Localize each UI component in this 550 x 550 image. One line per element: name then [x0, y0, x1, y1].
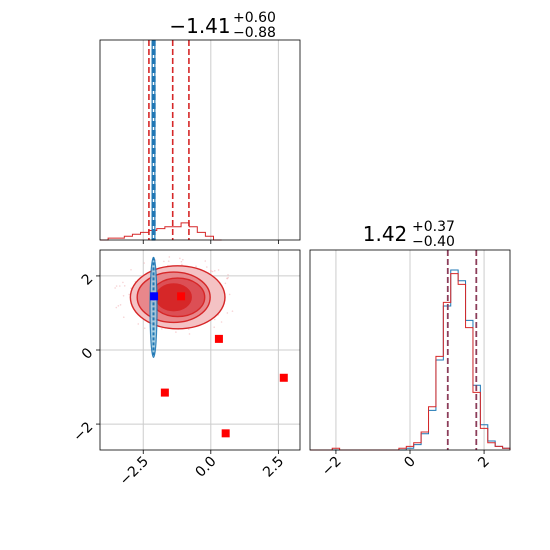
sample-point: [224, 282, 227, 285]
sample-point: [217, 269, 220, 271]
panel-frame: [99, 39, 301, 241]
sample-point: [143, 327, 146, 329]
y-tick-label: −2: [70, 419, 96, 445]
sample-point: [122, 281, 124, 284]
sample-point: [128, 293, 131, 296]
sample-point: [187, 328, 190, 331]
sample-point: [182, 258, 184, 261]
red-contour-level: [155, 283, 192, 312]
red-point: [214, 334, 223, 343]
sample-point: [181, 263, 183, 266]
title-param-2-minus: −0.40: [412, 234, 455, 250]
x-tick-label: 2: [475, 454, 493, 472]
red-point: [279, 373, 288, 382]
sample-point: [204, 260, 207, 262]
y-tick-label: 2: [79, 271, 97, 289]
sample-point: [213, 269, 216, 272]
sample-point: [115, 306, 118, 309]
sample-point: [179, 257, 181, 260]
x-tick-label: 0.0: [193, 454, 220, 481]
sample-point: [188, 333, 191, 335]
y-tick-label: 0: [79, 345, 97, 363]
red-point: [160, 388, 169, 397]
marginal-histogram-param-2: −2 0 2: [309, 249, 511, 480]
sample-point: [122, 294, 125, 297]
sample-point: [130, 268, 132, 271]
joint-density-panel: −2.5 0.0 2.5 −2 0 2: [70, 249, 301, 489]
sample-point: [161, 328, 163, 330]
red-point: [221, 429, 230, 438]
sample-point: [213, 326, 215, 329]
sample-point: [205, 266, 208, 268]
sample-point: [210, 270, 212, 272]
sample-point: [220, 321, 223, 323]
red-histogram: [100, 222, 222, 241]
sample-point: [119, 304, 122, 306]
sample-point: [213, 318, 216, 321]
sample-point: [226, 312, 229, 314]
x-tick-label: −2.5: [117, 454, 152, 489]
sample-point: [227, 274, 229, 276]
sample-point: [115, 285, 118, 287]
sample-point: [228, 293, 231, 296]
sample-point: [117, 305, 120, 307]
red-point: [177, 292, 186, 301]
title-param-2: 1.42: [363, 222, 408, 246]
sample-point: [195, 265, 197, 268]
sample-point: [123, 285, 126, 287]
marginal-histogram-param-1: [99, 39, 301, 244]
title-param-1-minus: −0.88: [233, 25, 276, 41]
x-tick-label: 2.5: [260, 454, 287, 481]
sample-point: [137, 323, 140, 325]
sample-point: [175, 331, 177, 333]
sample-point: [118, 285, 121, 287]
sample-point: [180, 260, 183, 263]
title-param-2-plus: +0.37: [412, 219, 455, 235]
title-param-1-value: −1.41: [169, 14, 230, 38]
sample-point: [168, 256, 171, 258]
sample-point: [122, 316, 125, 319]
x-tick-label: 0: [401, 454, 419, 472]
blue-point: [150, 292, 159, 301]
title-param-1-plus: +0.60: [233, 10, 276, 26]
title-param-2-value: 1.42: [363, 222, 408, 246]
title-param-1: −1.41: [169, 14, 230, 38]
sample-point: [226, 277, 229, 280]
sample-point: [211, 270, 214, 273]
sample-point: [163, 260, 165, 263]
sample-point: [231, 310, 234, 312]
sample-point: [143, 262, 146, 264]
sample-point: [114, 287, 116, 289]
x-tick-label: −2: [319, 454, 345, 480]
sample-point: [167, 260, 170, 262]
